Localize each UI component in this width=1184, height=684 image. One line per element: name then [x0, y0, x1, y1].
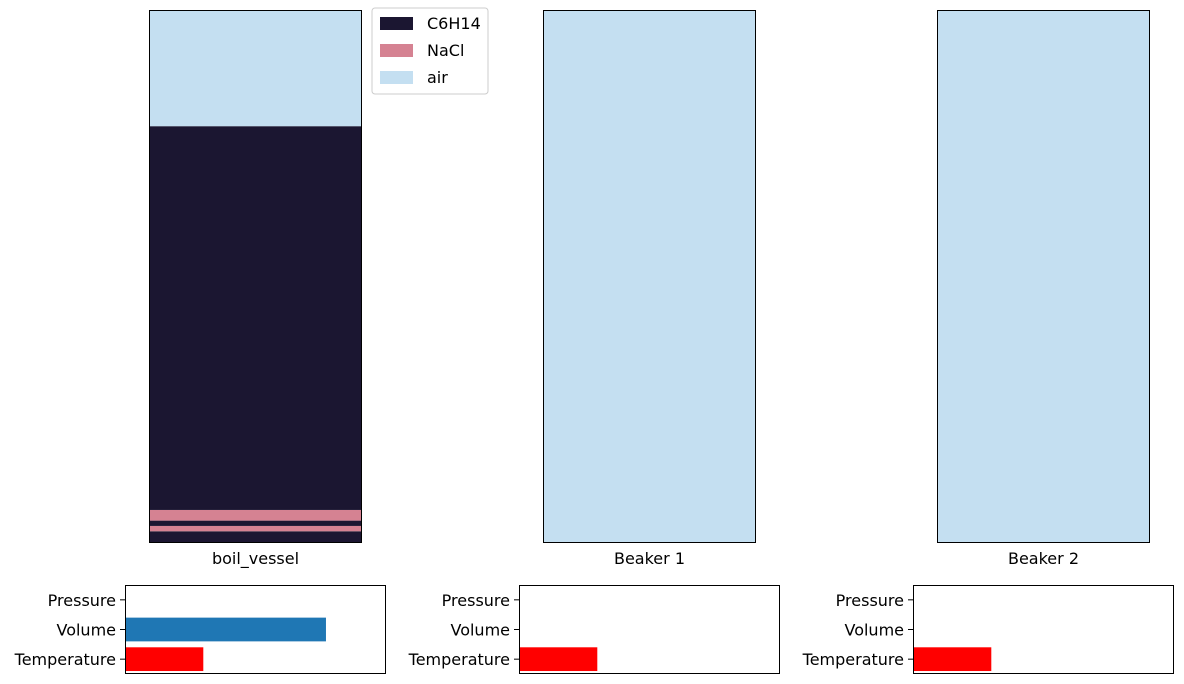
layer-c6h14-0: [149, 531, 362, 543]
bar-temperature: [913, 647, 992, 672]
vessel-frame: [937, 10, 1150, 543]
legend-label-nacl: NaCl: [427, 41, 464, 60]
vessel-panel-beaker-2: Beaker 2: [937, 10, 1150, 568]
bar-temperature: [125, 647, 204, 672]
legend-swatch-c6h14: [380, 17, 413, 30]
layer-nacl-1: [149, 525, 362, 532]
tick-label-volume: Volume: [56, 621, 116, 640]
layer-c6h14-2: [149, 520, 362, 526]
layer-nacl-3: [149, 509, 362, 521]
bar-volume: [125, 617, 326, 642]
layer-air-0: [543, 10, 756, 543]
layer-air-0: [937, 10, 1150, 543]
meter-frame: [913, 585, 1174, 674]
legend-label-c6h14: C6H14: [427, 14, 481, 33]
tick-label-temperature: Temperature: [802, 650, 904, 669]
legend: C6H14 NaCl air: [371, 7, 489, 95]
tick-label-pressure: Pressure: [442, 591, 510, 610]
vessel-label: boil_vessel: [212, 549, 299, 569]
layer-c6h14-4: [149, 126, 362, 510]
tick-label-pressure: Pressure: [48, 591, 116, 610]
tick-label-pressure: Pressure: [836, 591, 904, 610]
legend-swatch-nacl: [380, 44, 413, 57]
tick-label-temperature: Temperature: [14, 650, 116, 669]
legend-label-air: air: [427, 68, 448, 87]
layer-air-5: [149, 10, 362, 127]
meter-panel-beaker-1: Pressure Volume Temperature: [408, 585, 780, 674]
vessel-panel-beaker-1: Beaker 1: [543, 10, 756, 568]
bar-temperature: [519, 647, 598, 672]
vessel-frame: [149, 10, 362, 543]
vessel-label: Beaker 2: [1008, 549, 1079, 568]
vessel-frame: [543, 10, 756, 543]
vessel-panels: boil_vessel Beaker 1 Beaker 2: [149, 10, 1150, 569]
meter-panels: Pressure Volume Temperature Pressure Volume T…: [14, 585, 1174, 674]
tick-label-temperature: Temperature: [408, 650, 510, 669]
meter-frame: [125, 585, 386, 674]
tick-label-volume: Volume: [844, 621, 904, 640]
vessel-label: Beaker 1: [614, 549, 685, 568]
tick-label-volume: Volume: [450, 621, 510, 640]
legend-swatch-air: [380, 71, 413, 84]
vessel-panel-boil-vessel: boil_vessel: [149, 10, 362, 569]
meter-frame: [519, 585, 780, 674]
meter-panel-beaker-2: Pressure Volume Temperature: [802, 585, 1174, 674]
meter-panel-boil-vessel: Pressure Volume Temperature: [14, 585, 386, 674]
